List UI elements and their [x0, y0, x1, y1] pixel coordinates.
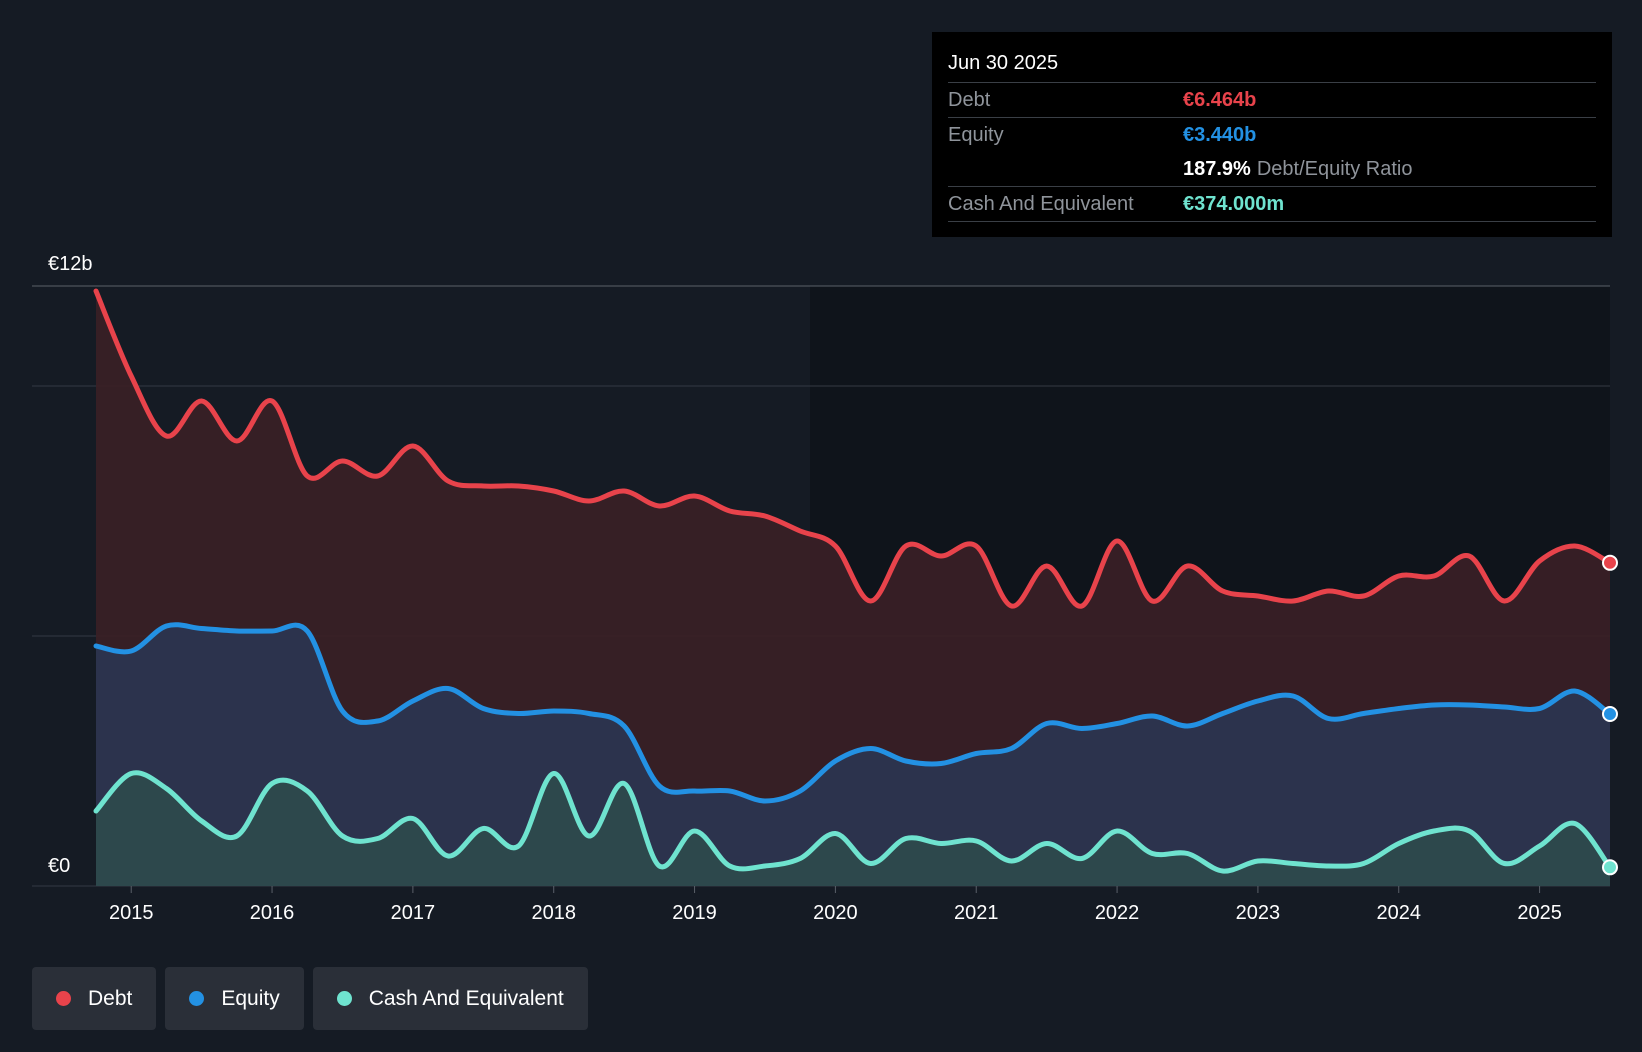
legend-item-debt[interactable]: Debt [32, 967, 157, 1030]
tooltip-cash-label: Cash And Equivalent [948, 192, 1134, 215]
tooltip-ratio-row: 187.9% Debt/Equity Ratio [948, 152, 1596, 187]
x-tick-label: 2025 [1517, 902, 1562, 924]
tooltip-debt-value: €6.464b [1183, 88, 1257, 111]
tooltip-ratio-value: 187.9% [1183, 157, 1251, 180]
debt-end-point [1602, 554, 1618, 571]
equity-area [96, 624, 1610, 886]
x-tick-label: 2015 [109, 902, 154, 924]
debt-line [93, 288, 1613, 609]
chart-legend: Debt Equity Cash And Equivalent [32, 967, 588, 1030]
y-label-top: €12b [48, 253, 93, 275]
x-tick-label: 2016 [250, 902, 295, 924]
cash-end-point [1602, 859, 1618, 876]
tooltip-equity-row: Equity €3.440b [948, 118, 1596, 152]
tooltip-cash-value: €374.000m [1183, 192, 1285, 215]
cash-line [93, 770, 1613, 874]
tooltip-equity-value: €3.440b [1183, 123, 1257, 146]
legend-item-equity[interactable]: Equity [165, 967, 304, 1030]
x-tick-label: 2018 [531, 902, 576, 924]
tooltip-equity-label: Equity [948, 123, 1004, 146]
y-label-bottom: €0 [48, 855, 70, 877]
cash-dot-icon [336, 991, 352, 1006]
x-tick-label: 2020 [813, 902, 858, 924]
legend-equity-label: Equity [221, 986, 280, 1010]
x-tick-label: 2019 [672, 902, 717, 924]
x-tick-label: 2024 [1376, 902, 1421, 924]
tooltip-debt-label: Debt [948, 88, 991, 111]
tooltip-date: Jun 30 2025 [948, 48, 1596, 83]
tooltip-cash-row: Cash And Equivalent €374.000m [948, 187, 1596, 222]
legend-cash-label: Cash And Equivalent [368, 986, 564, 1010]
equity-dot-icon [189, 991, 205, 1006]
cash-area [96, 772, 1610, 886]
legend-debt-label: Debt [88, 986, 133, 1010]
tooltip-ratio-label: Debt/Equity Ratio [1256, 157, 1413, 180]
equity-line [93, 622, 1613, 804]
x-tick-label: 2017 [391, 902, 436, 924]
tooltip-panel: Jun 30 2025 Debt €6.464b Equity €3.440b … [932, 32, 1612, 237]
x-tick-label: 2023 [1236, 902, 1281, 924]
legend-item-cash[interactable]: Cash And Equivalent [312, 967, 588, 1030]
x-tick-label: 2022 [1095, 902, 1140, 924]
tooltip-debt-row: Debt €6.464b [948, 83, 1596, 118]
debt-dot-icon [56, 991, 71, 1006]
x-tick-label: 2021 [954, 902, 999, 924]
equity-end-point [1602, 706, 1618, 722]
